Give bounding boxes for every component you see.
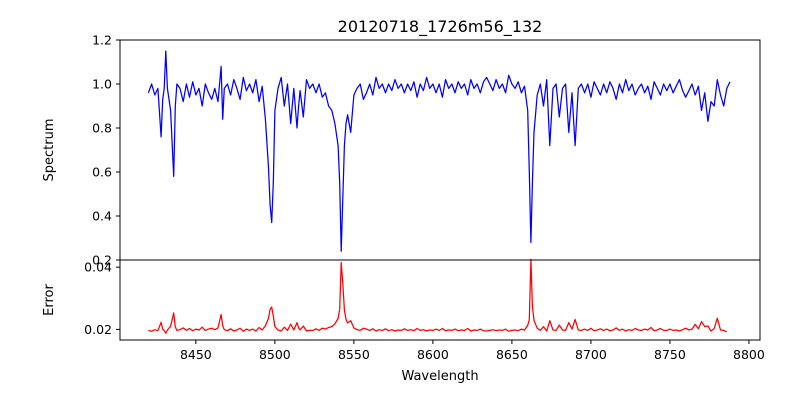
x-axis: 8450 8500 8550 8600 8650 8700 8750 8800 xyxy=(180,340,765,362)
x-tick-label: 8600 xyxy=(417,347,449,362)
chart-title: 20120718_1726m56_132 xyxy=(338,17,543,37)
x-tick-label: 8800 xyxy=(733,347,765,362)
x-tick-label: 8500 xyxy=(259,347,291,362)
spectrum-y-tick-label: 0.4 xyxy=(92,209,112,224)
spectrum-y-tick-label: 0.2 xyxy=(92,253,112,268)
spectrum-panel: 0.2 0.4 0.6 0.8 1.0 1.2 Spectrum xyxy=(42,33,761,268)
spectrum-y-tick-label: 1.0 xyxy=(92,77,112,92)
x-tick-label: 8550 xyxy=(338,347,370,362)
spectrum-y-tick-label: 0.6 xyxy=(92,165,112,180)
error-panel: 0.02 0.04 Error xyxy=(42,258,761,341)
x-tick-label: 8700 xyxy=(575,347,607,362)
spectrum-y-axis-label: Spectrum xyxy=(42,119,57,182)
error-plot-frame xyxy=(119,259,761,341)
x-axis-label: Wavelength xyxy=(401,369,478,384)
error-y-tick-label: 0.02 xyxy=(84,322,112,337)
spectrum-y-axis: 0.2 0.4 0.6 0.8 1.0 1.2 xyxy=(92,33,120,268)
error-series-line xyxy=(148,258,728,334)
spectrum-y-tick-label: 0.8 xyxy=(92,121,112,136)
spectrum-y-tick-label: 1.2 xyxy=(92,33,112,48)
x-tick-label: 8450 xyxy=(180,347,212,362)
error-y-axis: 0.02 0.04 xyxy=(84,260,120,337)
spectrum-series-line xyxy=(147,50,731,252)
x-tick-label: 8750 xyxy=(654,347,686,362)
x-tick-label: 8650 xyxy=(496,347,528,362)
error-y-tick-label: 0.04 xyxy=(84,260,112,275)
error-y-axis-label: Error xyxy=(42,284,57,316)
